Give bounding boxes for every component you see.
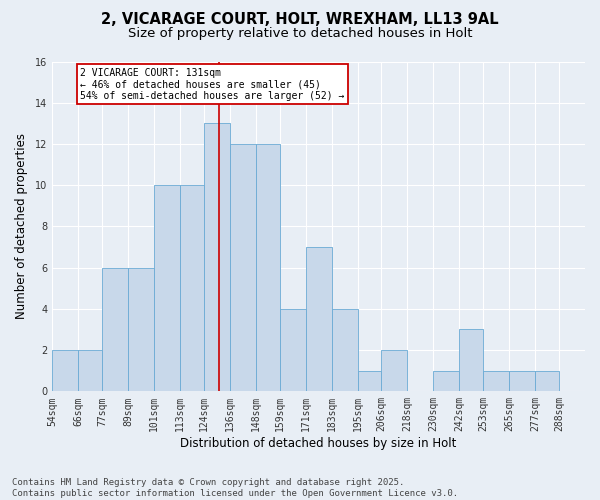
Y-axis label: Number of detached properties: Number of detached properties: [15, 134, 28, 320]
Bar: [433, 370, 460, 392]
Bar: [535, 370, 559, 392]
Bar: [509, 370, 535, 392]
Bar: [483, 370, 509, 392]
Bar: [358, 370, 382, 392]
Bar: [128, 268, 154, 392]
Bar: [154, 185, 180, 392]
Bar: [78, 350, 102, 392]
Bar: [332, 309, 358, 392]
Bar: [204, 124, 230, 392]
Bar: [180, 185, 204, 392]
Bar: [280, 309, 305, 392]
Text: Contains HM Land Registry data © Crown copyright and database right 2025.
Contai: Contains HM Land Registry data © Crown c…: [12, 478, 458, 498]
X-axis label: Distribution of detached houses by size in Holt: Distribution of detached houses by size …: [181, 437, 457, 450]
Bar: [460, 330, 483, 392]
Bar: [382, 350, 407, 392]
Text: 2 VICARAGE COURT: 131sqm
← 46% of detached houses are smaller (45)
54% of semi-d: 2 VICARAGE COURT: 131sqm ← 46% of detach…: [80, 68, 345, 101]
Bar: [230, 144, 256, 392]
Bar: [102, 268, 128, 392]
Text: Size of property relative to detached houses in Holt: Size of property relative to detached ho…: [128, 28, 472, 40]
Text: 2, VICARAGE COURT, HOLT, WREXHAM, LL13 9AL: 2, VICARAGE COURT, HOLT, WREXHAM, LL13 9…: [101, 12, 499, 28]
Bar: [305, 247, 332, 392]
Bar: [256, 144, 280, 392]
Bar: [52, 350, 78, 392]
